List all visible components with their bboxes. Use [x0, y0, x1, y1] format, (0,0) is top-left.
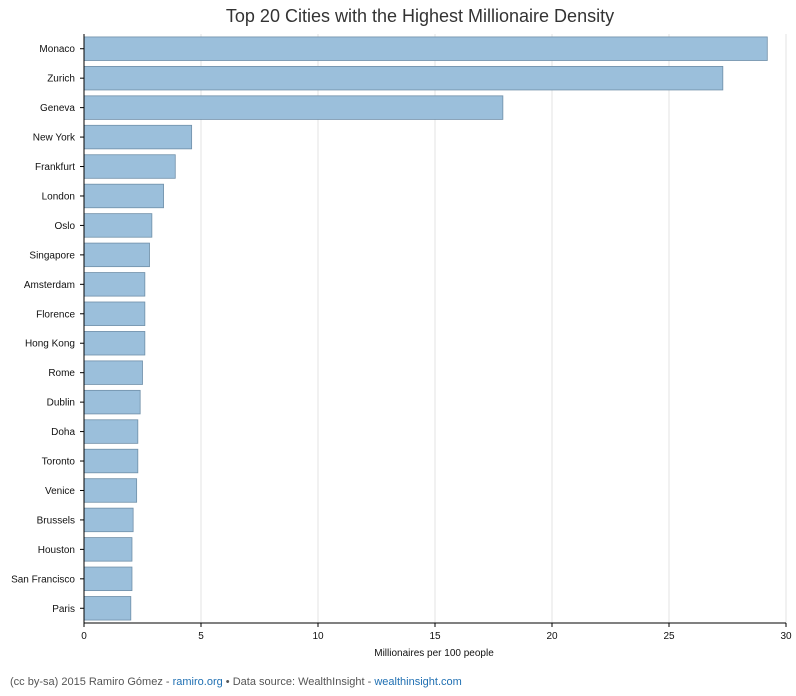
y-tick-label-frankfurt: Frankfurt: [35, 162, 75, 173]
y-tick-label-dublin: Dublin: [47, 398, 75, 409]
bars: [83, 36, 768, 621]
y-tick-label-houston: Houston: [38, 545, 75, 556]
bar-monaco: [83, 36, 768, 61]
x-tick-label: 10: [312, 631, 324, 642]
y-tick-label-san-francisco: San Francisco: [11, 574, 75, 585]
x-tick-label: 15: [429, 631, 441, 642]
axes: Monaco Zurich Geneva New York Frankfurt Londo…: [11, 34, 792, 642]
y-tick-label-florence: Florence: [36, 309, 75, 320]
wealthinsight-link[interactable]: wealthinsight.com: [374, 676, 462, 688]
bar-amsterdam: [83, 272, 146, 297]
y-tick-label-paris: Paris: [52, 604, 75, 615]
x-tick-label: 30: [780, 631, 792, 642]
bar-new-york: [83, 124, 193, 150]
bar-frankfurt: [83, 154, 176, 179]
bar-brussels: [83, 507, 134, 533]
bar-rome: [83, 360, 143, 385]
y-tick-label-zurich: Zurich: [47, 74, 75, 85]
x-tick-label: 20: [546, 631, 558, 642]
footer-source-text: • Data source: WealthInsight -: [222, 676, 375, 688]
y-tick-label-hong-kong: Hong Kong: [25, 339, 75, 350]
bar-houston: [83, 537, 133, 562]
y-tick-label-monaco: Monaco: [39, 44, 75, 55]
bar-singapore: [83, 242, 150, 268]
y-tick-label-london: London: [42, 191, 75, 202]
bar-paris: [83, 596, 132, 621]
x-axis-label: Millionaires per 100 people: [374, 648, 494, 659]
x-tick-label: 25: [663, 631, 675, 642]
y-tick-label-doha: Doha: [51, 427, 75, 438]
bar-florence: [83, 301, 146, 326]
y-tick-label-rome: Rome: [48, 368, 75, 379]
x-tick-label: 5: [198, 631, 204, 642]
y-tick-label-geneva: Geneva: [40, 103, 75, 114]
bar-dublin: [83, 389, 141, 415]
ramiro-link[interactable]: ramiro.org: [172, 676, 223, 688]
y-tick-label-brussels: Brussels: [37, 515, 75, 526]
y-tick-label-toronto: Toronto: [42, 457, 76, 468]
bar-hong-kong: [83, 331, 146, 356]
bar-zurich: [83, 65, 724, 91]
chart-title: Top 20 Cities with the Highest Millionai…: [225, 6, 615, 26]
bar-doha: [83, 419, 139, 444]
x-tick-label: 0: [81, 631, 87, 642]
y-tick-label-oslo: Oslo: [54, 221, 75, 232]
bar-chart: Monaco Zurich Geneva New York Frankfurt Londo…: [11, 34, 792, 659]
y-tick-label-amsterdam: Amsterdam: [24, 280, 75, 291]
y-tick-label-venice: Venice: [45, 486, 75, 497]
footer-credits: (cc by-sa) 2015 Ramiro Gómez - ramiro.or…: [10, 676, 462, 688]
bar-geneva: [83, 95, 504, 120]
bar-san-francisco: [83, 566, 133, 592]
bar-venice: [83, 478, 138, 503]
y-tick-label-new-york: New York: [33, 133, 76, 144]
footer-credit-text: (cc by-sa) 2015 Ramiro Gómez -: [10, 676, 173, 688]
bar-london: [83, 183, 164, 209]
grid-lines: [83, 34, 787, 623]
bar-oslo: [83, 213, 153, 238]
bar-toronto: [83, 448, 139, 474]
y-tick-label-singapore: Singapore: [29, 250, 75, 261]
